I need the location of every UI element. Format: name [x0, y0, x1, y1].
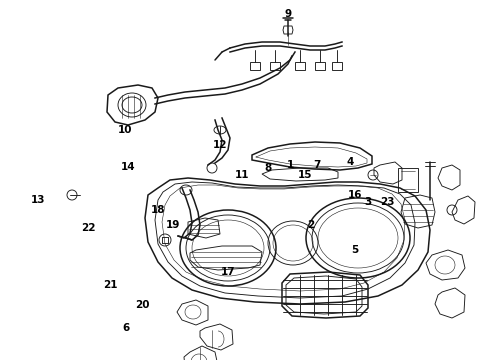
Text: 14: 14 — [121, 162, 135, 172]
Text: 10: 10 — [118, 125, 132, 135]
Text: 6: 6 — [122, 323, 130, 333]
Text: 22: 22 — [81, 223, 95, 233]
Text: 18: 18 — [151, 205, 165, 215]
Text: 7: 7 — [313, 160, 320, 170]
Text: 9: 9 — [284, 9, 292, 19]
Text: 1: 1 — [286, 160, 294, 170]
Text: 21: 21 — [103, 280, 117, 290]
Text: 19: 19 — [166, 220, 180, 230]
Text: 23: 23 — [380, 197, 394, 207]
Text: 15: 15 — [298, 170, 312, 180]
Text: 16: 16 — [348, 190, 362, 200]
Text: 17: 17 — [220, 267, 235, 277]
Text: 3: 3 — [365, 197, 371, 207]
Text: 4: 4 — [346, 157, 354, 167]
Text: 12: 12 — [213, 140, 227, 150]
Text: 20: 20 — [135, 300, 149, 310]
Text: 11: 11 — [235, 170, 249, 180]
Text: 8: 8 — [265, 163, 271, 173]
Text: 2: 2 — [307, 220, 315, 230]
Text: 5: 5 — [351, 245, 359, 255]
Text: 13: 13 — [31, 195, 45, 205]
